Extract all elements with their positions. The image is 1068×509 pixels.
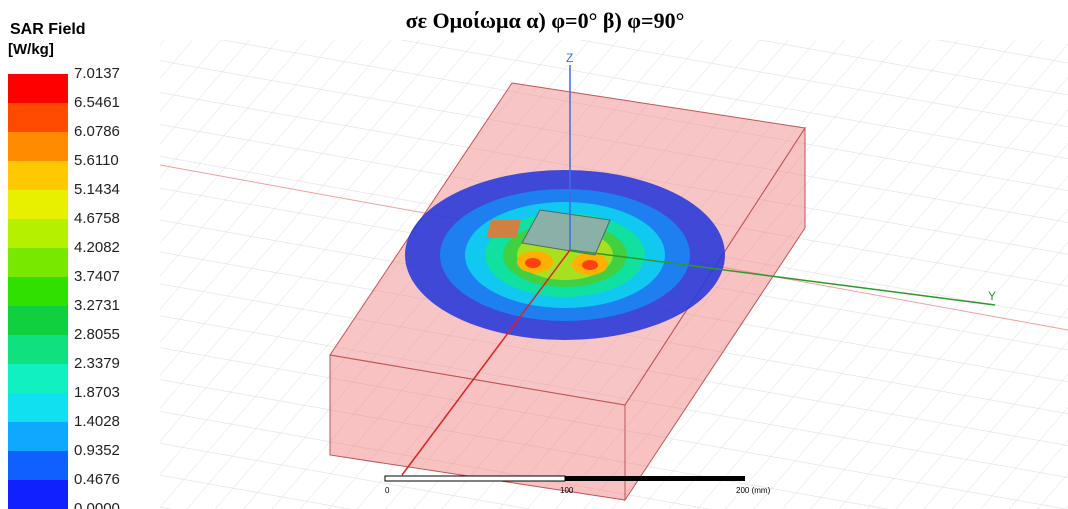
color-swatch bbox=[8, 190, 68, 219]
color-swatch bbox=[8, 74, 68, 103]
z-axis-label: Z bbox=[566, 51, 573, 65]
legend-label: 2.8055 bbox=[74, 326, 120, 343]
color-swatch bbox=[8, 451, 68, 480]
color-swatch bbox=[8, 248, 68, 277]
colorbar: 7.0137 6.5461 6.0786 5.6110 5.1434 4.6758 4.20… bbox=[8, 65, 120, 509]
y-axis bbox=[569, 249, 996, 306]
color-swatch bbox=[8, 277, 68, 306]
scale-label: 100 bbox=[560, 486, 574, 495]
sar-pattern bbox=[405, 170, 725, 340]
legend-label: 2.3379 bbox=[74, 355, 120, 372]
color-swatch bbox=[8, 219, 68, 248]
legend-label: 3.2731 bbox=[74, 297, 120, 314]
color-swatch bbox=[8, 480, 68, 509]
color-swatch bbox=[8, 393, 68, 422]
color-swatch bbox=[8, 161, 68, 190]
scale-label: 200 (mm) bbox=[736, 486, 771, 495]
legend-label: 4.6758 bbox=[74, 210, 120, 227]
legend-label: 6.5461 bbox=[74, 94, 120, 111]
color-swatch bbox=[8, 364, 68, 393]
scale-bar-dark bbox=[565, 476, 745, 481]
color-swatch bbox=[8, 306, 68, 335]
scale-label: 0 bbox=[385, 486, 390, 495]
legend-unit: [W/kg] bbox=[8, 41, 54, 58]
legend-label: 0.0000 bbox=[74, 500, 120, 509]
legend-label: 1.4028 bbox=[74, 413, 120, 430]
legend-label: 4.2082 bbox=[74, 239, 120, 256]
y-axis-label: Y bbox=[988, 289, 996, 303]
legend-label: 3.7407 bbox=[74, 268, 120, 285]
color-swatch bbox=[8, 335, 68, 364]
title: σε Ομοίωμα α) φ=0° β) φ=90° bbox=[406, 8, 685, 33]
legend-label: 1.8703 bbox=[74, 384, 120, 401]
color-swatch bbox=[8, 422, 68, 451]
color-swatch bbox=[8, 103, 68, 132]
legend-label: 5.6110 bbox=[74, 152, 119, 169]
legend-label: 0.9352 bbox=[74, 442, 120, 459]
scale-bar-light bbox=[384, 475, 566, 482]
legend-label: 7.0137 bbox=[74, 65, 120, 82]
legend-label: 5.1434 bbox=[74, 181, 120, 198]
legend-label: 0.4676 bbox=[74, 471, 120, 488]
color-swatch bbox=[8, 132, 68, 161]
x-axis bbox=[401, 249, 571, 476]
legend-title: SAR Field bbox=[10, 21, 86, 38]
legend-label: 6.0786 bbox=[74, 123, 120, 140]
